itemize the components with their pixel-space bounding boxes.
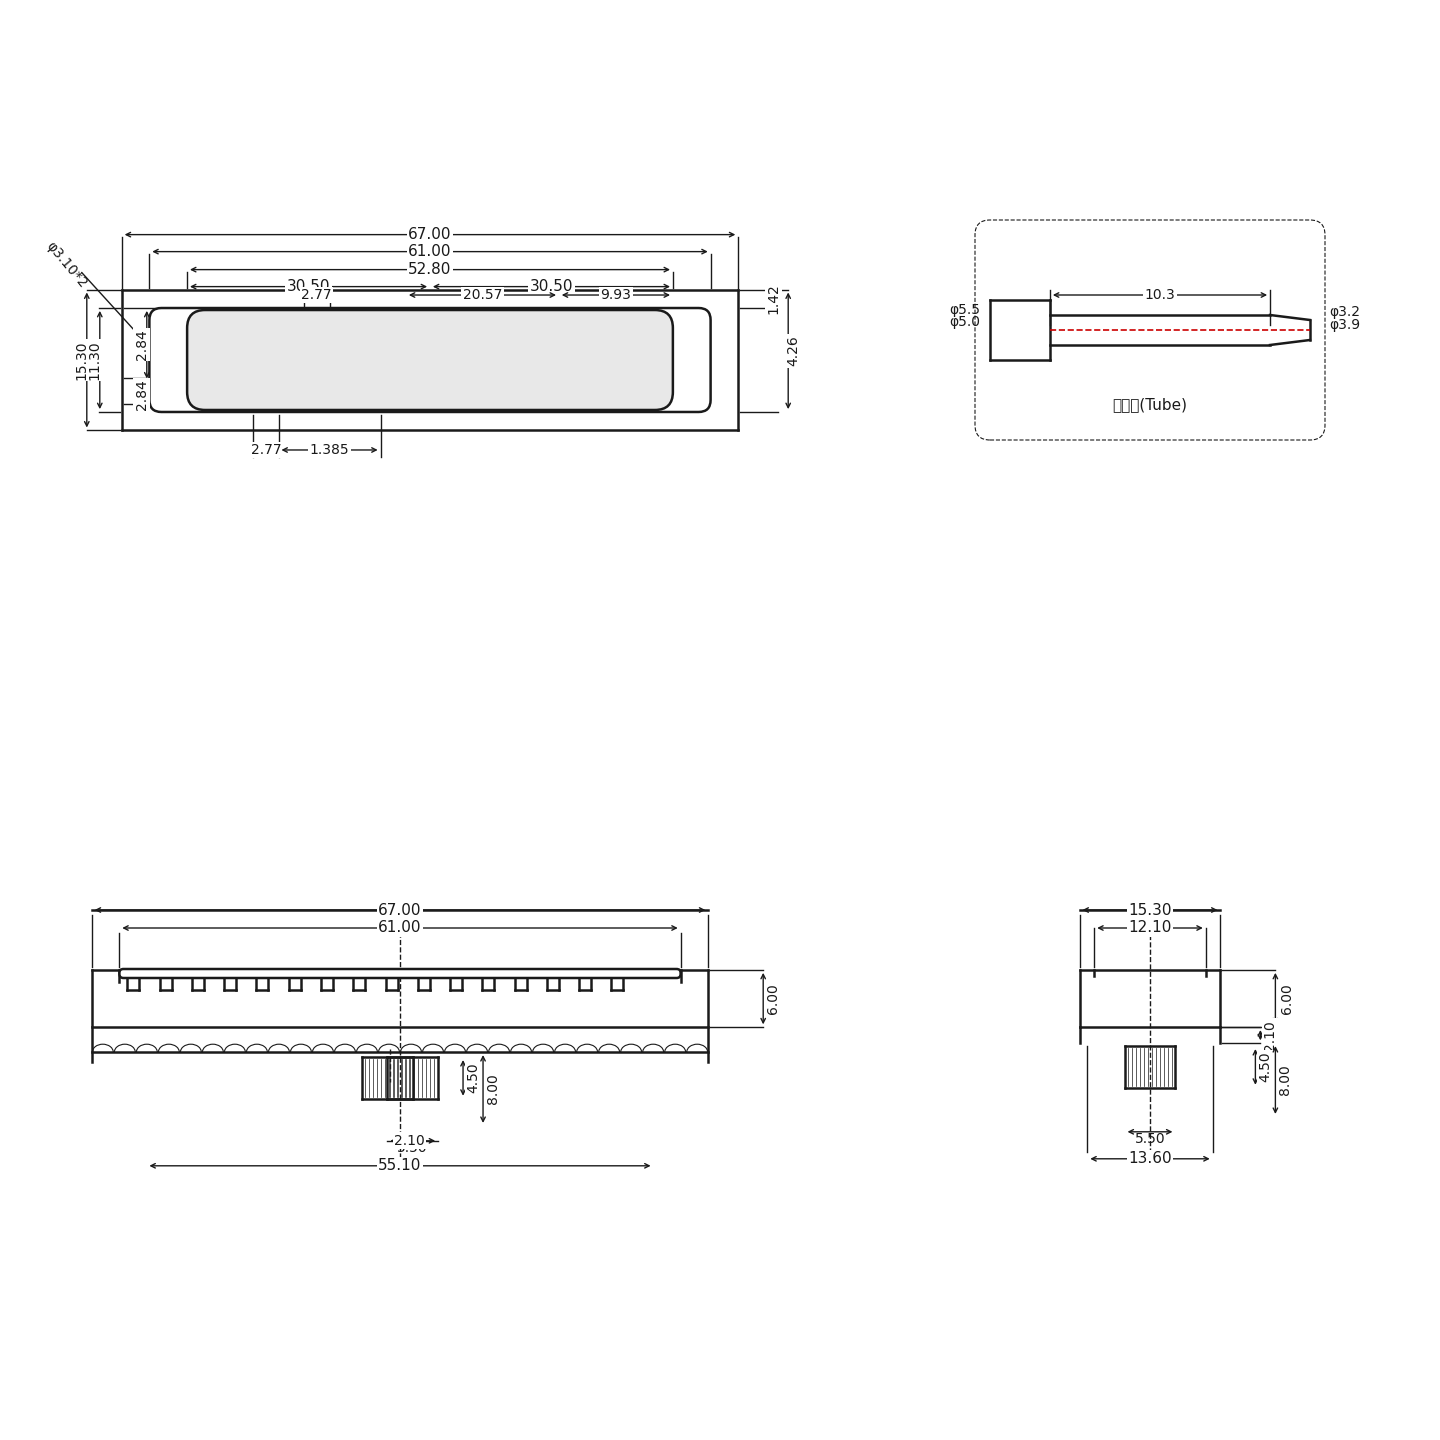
Text: 10.3: 10.3 xyxy=(1145,288,1175,302)
Text: φ3.9: φ3.9 xyxy=(1329,318,1361,333)
Text: 5.50: 5.50 xyxy=(397,1140,428,1155)
Text: 11.30: 11.30 xyxy=(88,340,102,380)
Text: 61.00: 61.00 xyxy=(379,920,422,936)
Text: 15.30: 15.30 xyxy=(75,340,89,380)
Text: 2.77: 2.77 xyxy=(301,288,333,302)
Text: 67.00: 67.00 xyxy=(409,228,452,242)
Text: φ3.2: φ3.2 xyxy=(1329,305,1361,320)
FancyBboxPatch shape xyxy=(120,969,681,978)
Text: 2.84: 2.84 xyxy=(135,330,148,360)
Text: φ3.10*2: φ3.10*2 xyxy=(43,239,91,291)
Text: 8.00: 8.00 xyxy=(1279,1064,1292,1096)
Text: 6.00: 6.00 xyxy=(766,984,780,1014)
Text: φ5.5: φ5.5 xyxy=(949,302,981,317)
FancyBboxPatch shape xyxy=(187,310,672,410)
Text: 61.00: 61.00 xyxy=(409,245,452,259)
Text: 12.10: 12.10 xyxy=(1129,920,1172,936)
Text: 8.00: 8.00 xyxy=(487,1074,500,1104)
Text: 屏蔽管(Tube): 屏蔽管(Tube) xyxy=(1113,397,1188,412)
Text: 4.50: 4.50 xyxy=(467,1063,480,1093)
Text: 52.80: 52.80 xyxy=(409,262,452,276)
Text: 2.77: 2.77 xyxy=(251,444,281,456)
Text: 15.30: 15.30 xyxy=(1129,903,1172,917)
Text: 55.10: 55.10 xyxy=(379,1158,422,1174)
Text: 30.50: 30.50 xyxy=(287,279,330,294)
FancyBboxPatch shape xyxy=(150,308,710,412)
Text: 67.00: 67.00 xyxy=(379,903,422,917)
Text: 4.50: 4.50 xyxy=(1259,1051,1273,1083)
Text: 6.00: 6.00 xyxy=(1280,984,1295,1014)
Text: 5.50: 5.50 xyxy=(1135,1132,1165,1146)
Text: φ5.0: φ5.0 xyxy=(949,315,981,328)
Text: 30.50: 30.50 xyxy=(530,279,573,294)
Text: 2.84: 2.84 xyxy=(135,379,148,410)
Text: 9.93: 9.93 xyxy=(600,288,631,302)
Text: 1.42: 1.42 xyxy=(766,284,780,314)
Text: 13.60: 13.60 xyxy=(1128,1152,1172,1166)
Text: 20.57: 20.57 xyxy=(462,288,503,302)
Text: 2.10: 2.10 xyxy=(395,1133,425,1148)
Text: 2.10: 2.10 xyxy=(1263,1020,1277,1051)
Text: 1.385: 1.385 xyxy=(310,444,350,456)
Text: 4.26: 4.26 xyxy=(786,336,801,366)
